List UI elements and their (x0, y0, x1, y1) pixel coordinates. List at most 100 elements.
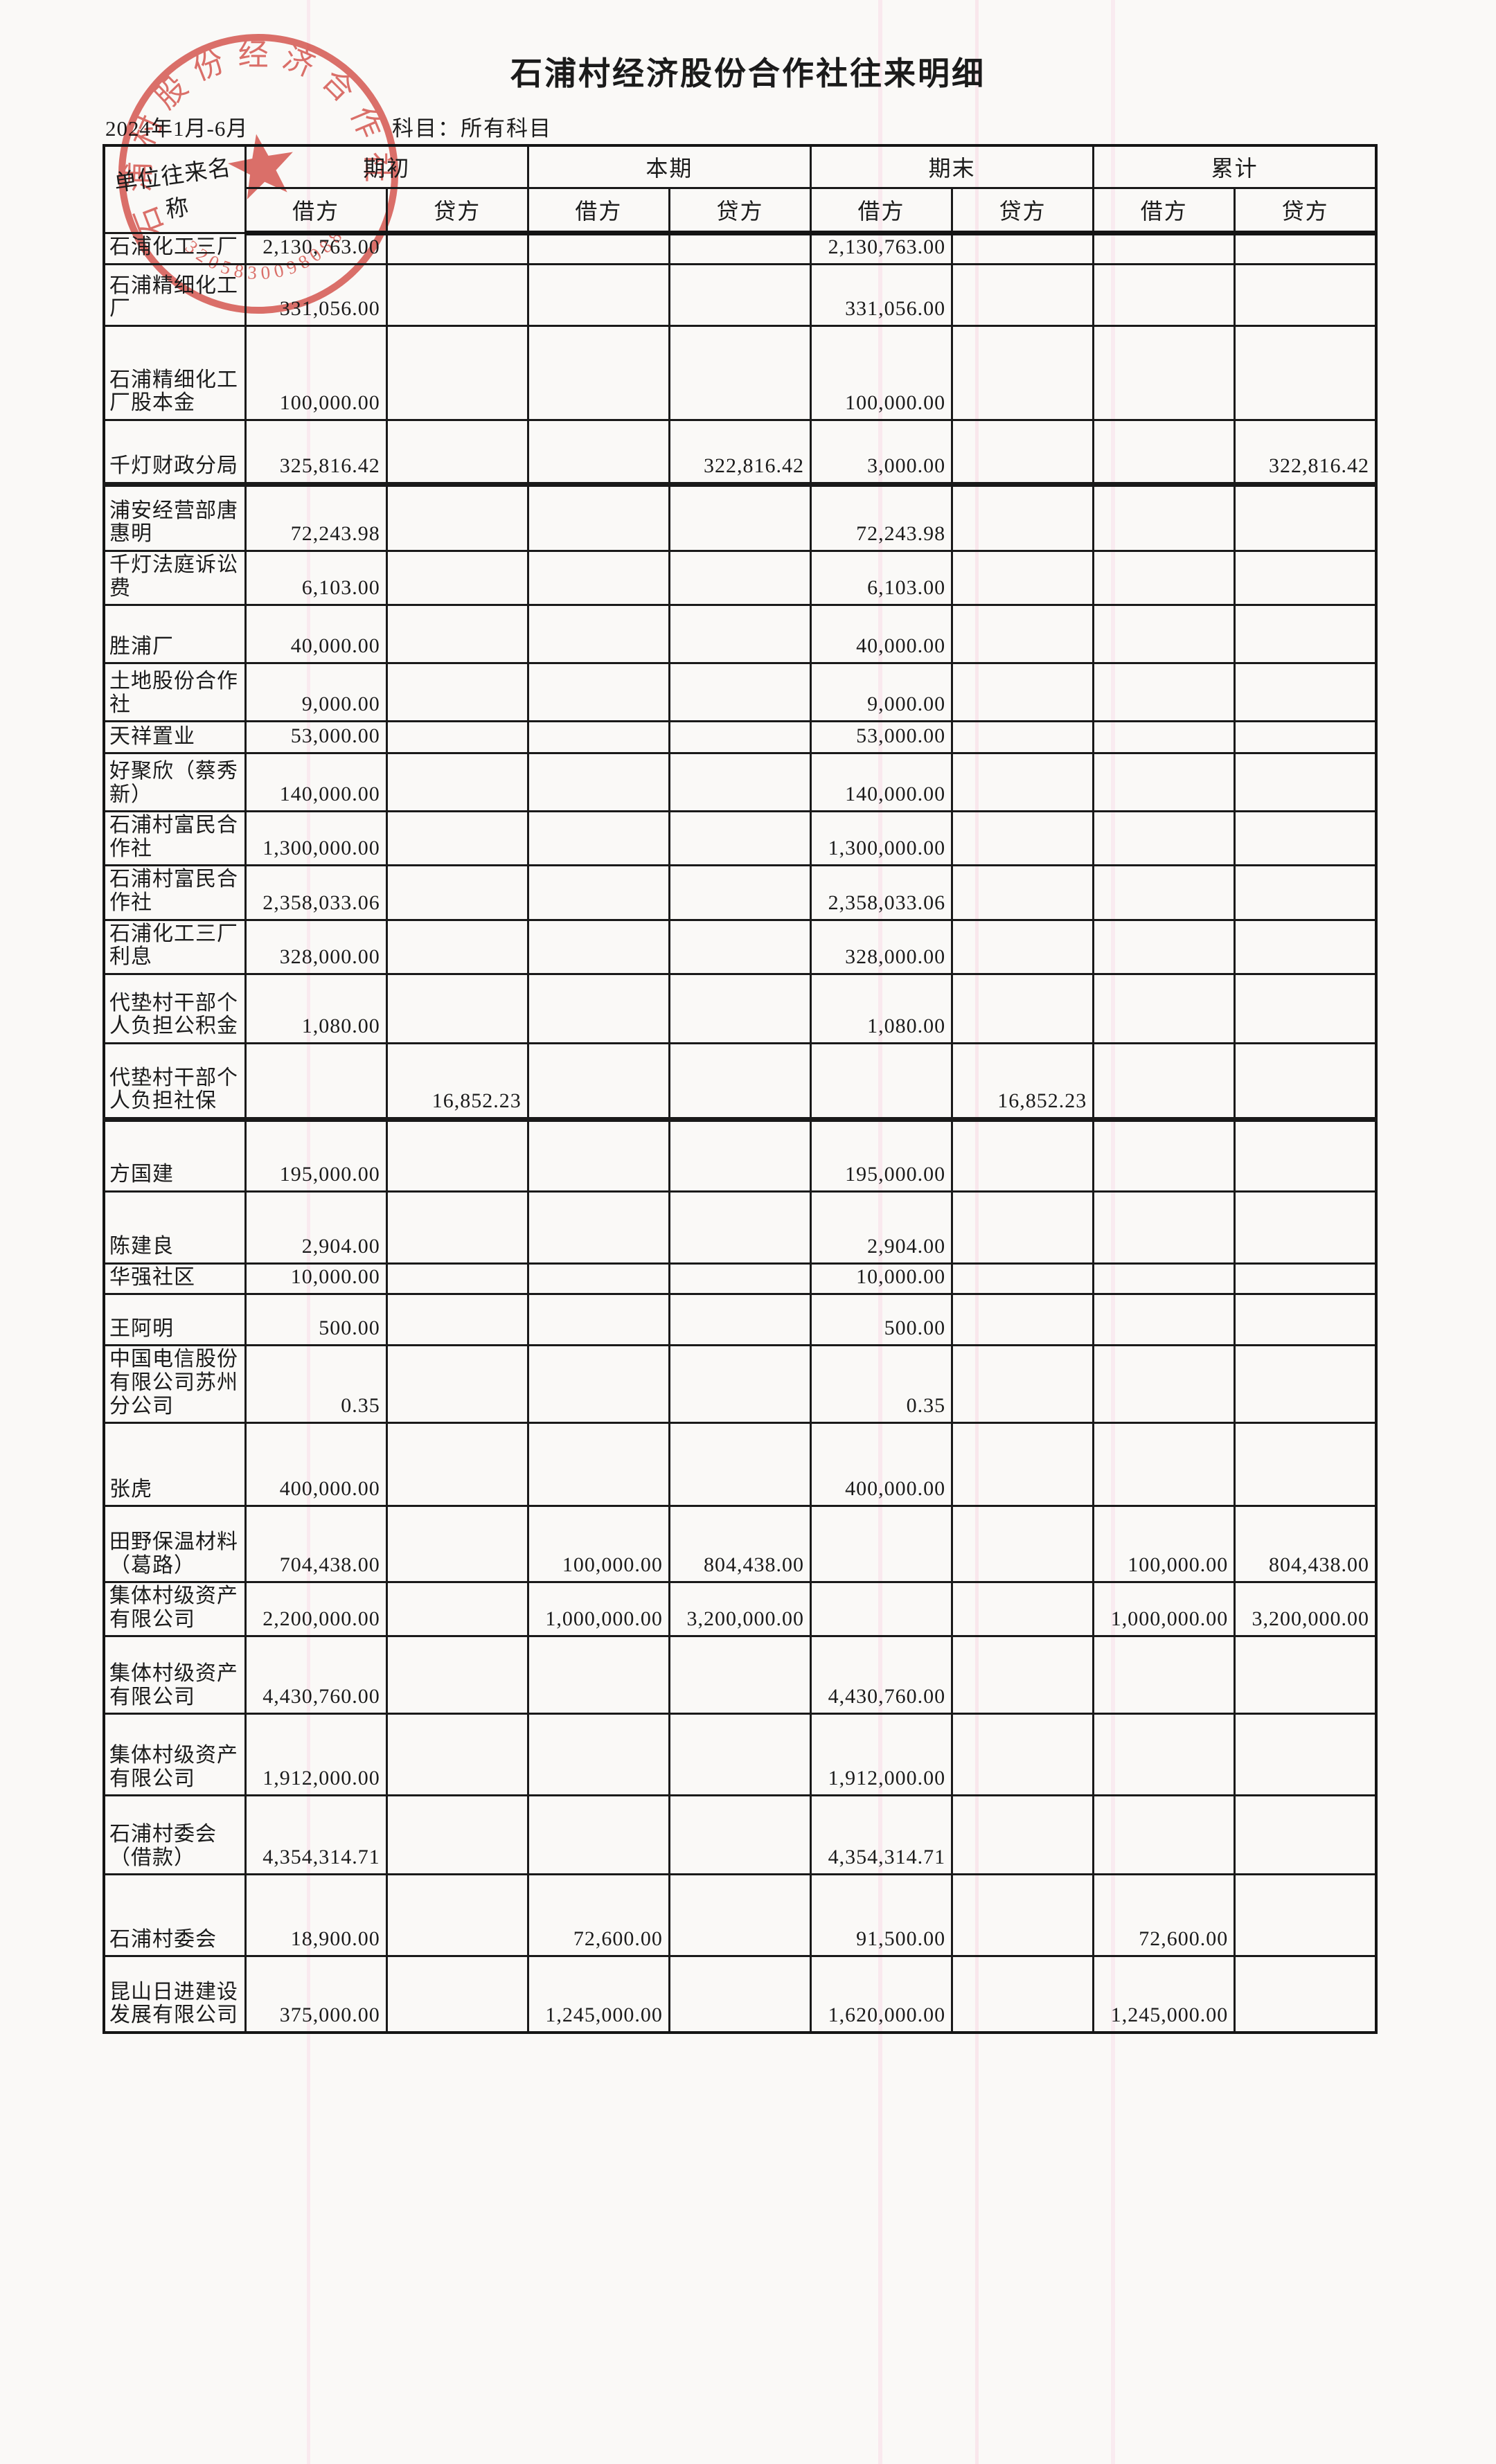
table-row: 方国建 195,000.00 195,000.00 (103, 1118, 1378, 1193)
row-cell-7 (1234, 1794, 1378, 1876)
row-cell-6 (1092, 918, 1236, 975)
row-cell-3 (668, 1635, 812, 1715)
table-row: 田野保温材料（葛路） 704,438.00 100,000.00 804,438.00… (103, 1505, 1378, 1584)
row-cell-7 (1234, 1422, 1378, 1508)
row-cell-7 (1234, 1344, 1378, 1425)
row-cell-6: 1,000,000.00 (1092, 1581, 1236, 1638)
table-row: 石浦村委会 18,900.00 72,600.00 91,500.00 72,600.0… (103, 1873, 1378, 1958)
row-cell-4: 1,300,000.00 (809, 810, 954, 867)
row-cell-1 (385, 1293, 529, 1347)
row-cell-4: 328,000.00 (809, 918, 954, 975)
row-cell-7 (1234, 1873, 1378, 1958)
row-cell-3: 804,438.00 (668, 1505, 812, 1584)
row-cell-0: 1,300,000.00 (244, 810, 388, 867)
row-cell-2: 100,000.00 (526, 1505, 670, 1584)
row-cell-4: 2,904.00 (809, 1190, 954, 1265)
row-name: 张虎 (103, 1422, 247, 1508)
row-name: 集体村级资产有限公司 (103, 1635, 247, 1715)
row-cell-4: 500.00 (809, 1293, 954, 1347)
table-row: 土地股份合作社 9,000.00 9,000.00 (103, 662, 1378, 723)
row-cell-4 (809, 1042, 954, 1122)
row-name: 好聚欣（蔡秀新） (103, 752, 247, 813)
row-cell-6 (1092, 1635, 1236, 1715)
row-name: 华强社区 (103, 1262, 247, 1296)
row-cell-6 (1092, 1344, 1236, 1425)
table-body: 石浦化工三厂 2,130,763.00 2,130,763.00 石浦精细化工厂 331… (103, 232, 1378, 2034)
row-name: 千灯财政分局 (103, 419, 247, 487)
row-cell-5 (951, 1190, 1095, 1265)
subheader-0-credit: 贷方 (385, 187, 529, 235)
row-cell-7 (1234, 720, 1378, 755)
row-cell-1 (385, 1190, 529, 1265)
row-cell-7 (1234, 1713, 1378, 1797)
row-cell-4: 195,000.00 (809, 1118, 954, 1193)
row-cell-1 (385, 752, 529, 813)
row-cell-0: 325,816.42 (244, 419, 388, 487)
row-cell-4: 331,056.00 (809, 263, 954, 327)
row-cell-0: 100,000.00 (244, 325, 388, 421)
row-name: 石浦村委会 (103, 1873, 247, 1958)
row-cell-5 (951, 864, 1095, 921)
row-cell-1 (385, 1873, 529, 1958)
row-cell-1 (385, 918, 529, 975)
table-row: 中国电信股份有限公司苏州分公司 0.35 0.35 (103, 1344, 1378, 1425)
row-cell-1 (385, 1635, 529, 1715)
row-cell-6 (1092, 1293, 1236, 1347)
row-cell-4: 1,080.00 (809, 972, 954, 1044)
row-cell-6 (1092, 810, 1236, 867)
row-cell-0: 6,103.00 (244, 549, 388, 607)
row-cell-2 (526, 419, 670, 487)
table-row: 天祥置业 53,000.00 53,000.00 (103, 720, 1378, 755)
table-row: 陈建良 2,904.00 2,904.00 (103, 1190, 1378, 1265)
row-cell-6 (1092, 549, 1236, 607)
row-cell-2 (526, 810, 670, 867)
row-cell-7 (1234, 1190, 1378, 1265)
table-row: 浦安经营部唐惠明 72,243.98 72,243.98 (103, 483, 1378, 552)
row-cell-0: 704,438.00 (244, 1505, 388, 1584)
row-cell-1 (385, 972, 529, 1044)
row-cell-4: 2,130,763.00 (809, 232, 954, 265)
row-cell-2 (526, 1042, 670, 1122)
row-cell-7 (1234, 1293, 1378, 1347)
table-row: 集体村级资产有限公司 2,200,000.00 1,000,000.00 3,200,… (103, 1581, 1378, 1638)
row-cell-7 (1234, 232, 1378, 265)
row-cell-2: 72,600.00 (526, 1873, 670, 1958)
row-cell-1 (385, 810, 529, 867)
row-cell-4: 9,000.00 (809, 662, 954, 723)
table-row: 张虎 400,000.00 400,000.00 (103, 1422, 1378, 1508)
row-cell-4: 1,620,000.00 (809, 1955, 954, 2034)
row-cell-2 (526, 1794, 670, 1876)
row-cell-4: 1,912,000.00 (809, 1713, 954, 1797)
row-cell-7 (1234, 549, 1378, 607)
row-cell-4: 91,500.00 (809, 1873, 954, 1958)
row-name: 胜浦厂 (103, 604, 247, 665)
row-cell-3 (668, 864, 812, 921)
row-cell-2 (526, 549, 670, 607)
row-cell-6: 72,600.00 (1092, 1873, 1236, 1958)
row-cell-0: 0.35 (244, 1344, 388, 1425)
row-cell-5 (951, 263, 1095, 327)
table-row: 昆山日进建设发展有限公司 375,000.00 1,245,000.00 1,620,… (103, 1955, 1378, 2034)
row-cell-4: 100,000.00 (809, 325, 954, 421)
table-row: 代垫村干部个人负担公积金 1,080.00 1,080.00 (103, 972, 1378, 1044)
row-cell-0: 2,358,033.06 (244, 864, 388, 921)
row-cell-4: 140,000.00 (809, 752, 954, 813)
row-cell-6 (1092, 232, 1236, 265)
subheader-1-credit: 贷方 (668, 187, 812, 235)
row-cell-3 (668, 1873, 812, 1958)
row-cell-1 (385, 263, 529, 327)
row-name: 石浦村富民合作社 (103, 864, 247, 921)
row-cell-2 (526, 1190, 670, 1265)
row-cell-2 (526, 1262, 670, 1296)
row-name: 代垫村干部个人负担公积金 (103, 972, 247, 1044)
row-cell-0: 18,900.00 (244, 1873, 388, 1958)
table-row: 千灯财政分局 325,816.42 322,816.42 3,000.00 322,81… (103, 419, 1378, 487)
row-cell-0: 72,243.98 (244, 483, 388, 552)
row-cell-6 (1092, 752, 1236, 813)
row-cell-3: 3,200,000.00 (668, 1581, 812, 1638)
row-cell-5 (951, 483, 1095, 552)
row-cell-5 (951, 1262, 1095, 1296)
transactions-table: 单位往来名称 期初 本期 期末 累计 借方 贷方 借方 贷方 借方 贷方 借方 贷方 石浦化工… (103, 144, 1378, 2034)
row-cell-6 (1092, 864, 1236, 921)
group-header-row: 单位往来名称 期初 本期 期末 累计 (103, 144, 1378, 234)
